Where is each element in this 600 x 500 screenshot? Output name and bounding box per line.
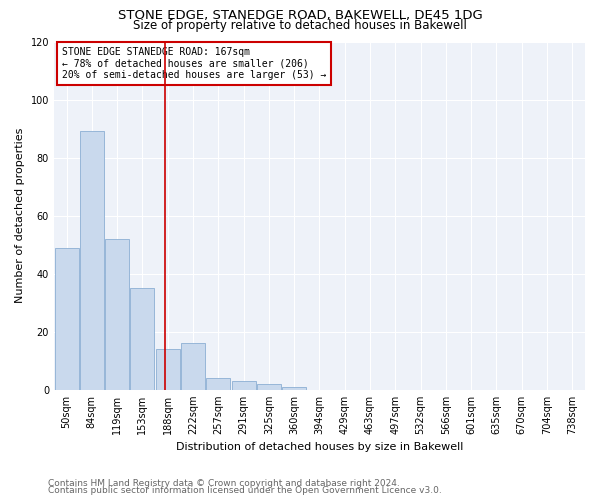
Bar bbox=[105, 239, 129, 390]
Bar bbox=[181, 344, 205, 390]
Bar bbox=[80, 132, 104, 390]
Bar bbox=[130, 288, 154, 390]
Text: STONE EDGE, STANEDGE ROAD, BAKEWELL, DE45 1DG: STONE EDGE, STANEDGE ROAD, BAKEWELL, DE4… bbox=[118, 9, 482, 22]
Text: Size of property relative to detached houses in Bakewell: Size of property relative to detached ho… bbox=[133, 19, 467, 32]
Bar bbox=[257, 384, 281, 390]
Bar bbox=[55, 248, 79, 390]
Bar bbox=[232, 381, 256, 390]
Bar bbox=[206, 378, 230, 390]
X-axis label: Distribution of detached houses by size in Bakewell: Distribution of detached houses by size … bbox=[176, 442, 463, 452]
Bar bbox=[282, 387, 306, 390]
Bar bbox=[156, 349, 180, 390]
Text: Contains public sector information licensed under the Open Government Licence v3: Contains public sector information licen… bbox=[48, 486, 442, 495]
Text: STONE EDGE STANEDGE ROAD: 167sqm
← 78% of detached houses are smaller (206)
20% : STONE EDGE STANEDGE ROAD: 167sqm ← 78% o… bbox=[62, 46, 326, 80]
Text: Contains HM Land Registry data © Crown copyright and database right 2024.: Contains HM Land Registry data © Crown c… bbox=[48, 478, 400, 488]
Y-axis label: Number of detached properties: Number of detached properties bbox=[15, 128, 25, 304]
